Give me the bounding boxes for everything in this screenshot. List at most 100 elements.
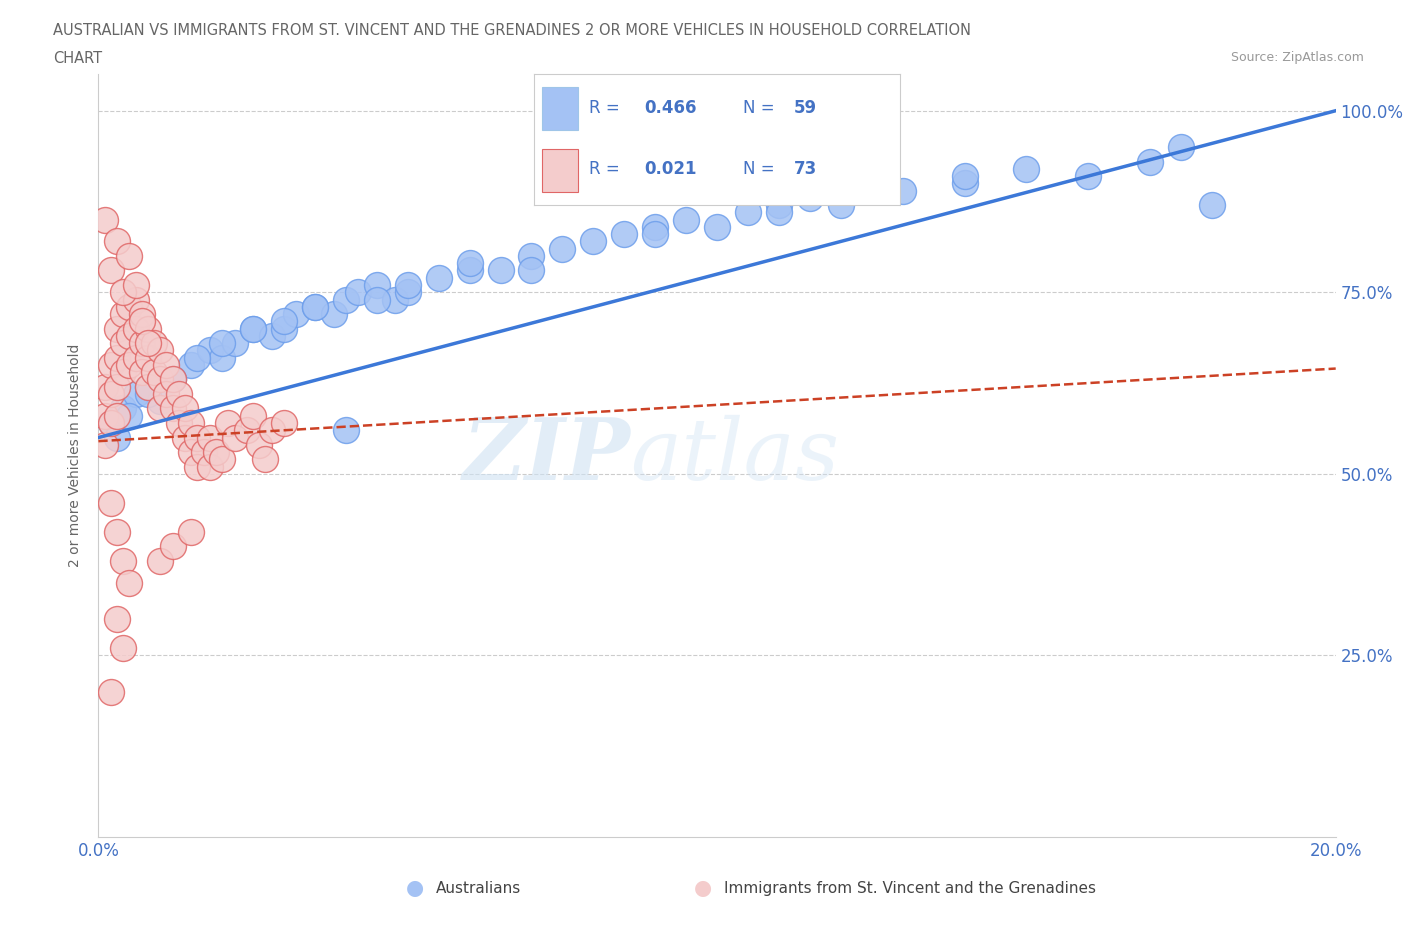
Point (768, 198, 790, 213)
Point (105, 321, 128, 336)
Point (211, 336, 233, 351)
Text: 59: 59 (794, 100, 817, 117)
Point (124, 387, 146, 402)
Point (205, 445, 228, 459)
Point (768, 205, 790, 219)
Point (186, 351, 208, 365)
Point (427, 271, 450, 286)
Point (180, 525, 202, 539)
Point (131, 307, 153, 322)
Point (162, 539, 184, 554)
Point (799, 191, 821, 206)
Point (891, 183, 914, 198)
Point (136, 351, 159, 365)
Point (551, 241, 574, 256)
Text: AUSTRALIAN VS IMMIGRANTS FROM ST. VINCENT AND THE GRENADINES 2 OR MORE VEHICLES : AUSTRALIAN VS IMMIGRANTS FROM ST. VINCEN… (53, 23, 972, 38)
Point (366, 292, 388, 307)
Point (155, 387, 177, 402)
Point (149, 372, 172, 387)
Point (174, 401, 197, 416)
Point (105, 525, 128, 539)
Point (186, 459, 208, 474)
Point (100, 263, 122, 278)
Point (1201, 198, 1223, 213)
Point (162, 372, 184, 387)
Point (953, 168, 976, 183)
Point (582, 234, 605, 249)
Point (112, 336, 135, 351)
Point (953, 176, 976, 191)
Text: 73: 73 (794, 161, 817, 179)
Point (143, 365, 166, 379)
Point (644, 219, 666, 234)
Point (335, 292, 357, 307)
Point (105, 612, 128, 627)
Bar (541, 87, 578, 130)
Point (273, 314, 295, 329)
Point (224, 430, 246, 445)
Point (167, 387, 190, 402)
Point (136, 321, 159, 336)
Point (180, 416, 202, 431)
Point (260, 423, 283, 438)
Point (93, 212, 115, 227)
Point (396, 285, 419, 299)
Point (273, 321, 295, 336)
Point (149, 393, 172, 408)
Point (285, 307, 308, 322)
Point (304, 299, 326, 314)
Point (260, 328, 283, 343)
Point (520, 248, 543, 263)
Point (93, 408, 115, 423)
Point (118, 328, 141, 343)
Point (162, 372, 184, 387)
Point (347, 285, 370, 299)
Point (124, 292, 146, 307)
Point (93, 379, 115, 394)
Text: R =: R = (589, 161, 626, 179)
Text: Source: ZipAtlas.com: Source: ZipAtlas.com (1230, 51, 1364, 64)
Point (149, 401, 172, 416)
Point (211, 452, 233, 467)
Text: 0.466: 0.466 (644, 100, 696, 117)
Text: atlas: atlas (630, 415, 839, 497)
Point (1139, 154, 1161, 169)
Point (384, 292, 406, 307)
Point (112, 365, 135, 379)
Point (131, 314, 153, 329)
Point (254, 452, 277, 467)
Point (118, 248, 141, 263)
Point (105, 351, 128, 365)
Point (180, 357, 202, 372)
Point (198, 459, 221, 474)
Point (335, 423, 357, 438)
Point (304, 299, 326, 314)
Point (242, 321, 264, 336)
Point (217, 416, 239, 431)
Point (675, 212, 697, 227)
Point (186, 430, 208, 445)
Point (112, 307, 135, 322)
Point (162, 401, 184, 416)
Point (198, 343, 221, 358)
Point (112, 401, 135, 416)
Point (458, 263, 481, 278)
Point (136, 387, 159, 402)
Point (136, 379, 159, 394)
Point (112, 553, 135, 568)
Text: Australians: Australians (436, 881, 522, 896)
Point (100, 357, 122, 372)
Point (242, 408, 264, 423)
Point (118, 408, 141, 423)
Point (1170, 140, 1192, 154)
Point (242, 321, 264, 336)
Point (322, 307, 344, 322)
Point (167, 416, 190, 431)
Point (100, 496, 122, 511)
Point (162, 372, 184, 387)
Point (247, 437, 270, 452)
Point (396, 277, 419, 292)
Point (118, 299, 141, 314)
Point (131, 365, 153, 379)
Point (105, 430, 128, 445)
